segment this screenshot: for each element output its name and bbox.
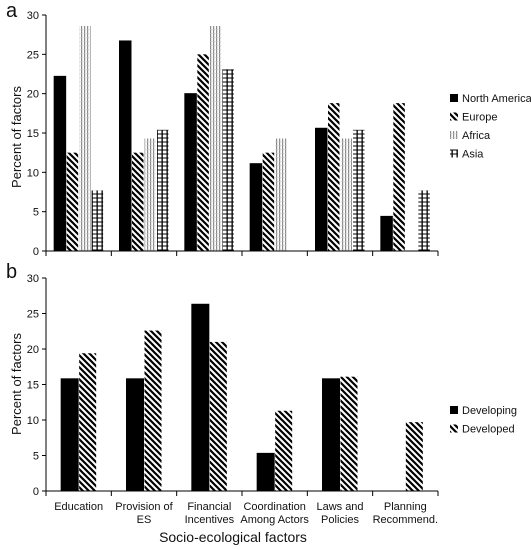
legend-swatch [450,149,458,158]
legend-label: Europe [462,112,497,124]
legend-b: Developing Developed [450,405,517,436]
panel-label-b: b [6,261,17,283]
y-tick-label: 0 [33,246,39,258]
bar-north-america [53,75,67,252]
y-tick-label: 5 [33,207,39,219]
legend-label: Africa [462,130,491,142]
legend-swatch [450,424,458,433]
chart-panel-a: a Percent of factors 0 5 10 15 20 25 30 North … [6,0,531,258]
bar-developed [275,410,293,491]
legend-label: North America [462,93,531,105]
y-tick-label: 5 [33,451,39,463]
bar-europe [262,152,275,251]
y-tick-label: 10 [27,167,39,179]
category-label: Planning Recommend. [373,501,438,526]
legend-swatch [450,406,458,414]
legend-swatch [450,94,458,102]
y-axis-label-b: Percent of factors [9,333,24,435]
chart-panel-b: b Percent of factors 0 5 10 15 20 25 30 Educat… [6,261,517,526]
legend-label: Asia [462,149,484,161]
y-tick-label: 25 [27,49,39,61]
bar-africa [144,138,156,251]
axes-a [45,15,439,256]
y-tick-label: 30 [27,10,39,22]
bar-africa [340,138,352,251]
bar-north-america [249,163,263,252]
bars-b [60,303,423,492]
y-tick-label: 15 [27,380,39,392]
legend-a: North America Europe Africa Asia [450,93,531,161]
legend-label: Developed [462,424,515,436]
legend-swatch [450,112,458,121]
bar-north-america [184,93,197,252]
bar-europe [132,152,144,251]
bar-developing [126,378,144,492]
bar-north-america [380,215,393,252]
bar-africa [209,26,222,252]
category-label: Laws and Policies [316,501,363,526]
bar-europe [393,103,405,251]
y-tick-label: 20 [27,89,39,101]
bar-developed [209,341,227,491]
bar-developed [144,330,162,491]
bar-asia [91,190,104,251]
axes-b [45,278,439,496]
bar-asia [418,190,430,251]
bar-north-america [315,127,328,252]
y-axis-label-a: Percent of factors [9,86,24,188]
y-tick-label: 15 [27,128,39,140]
category-label: Coordination Among Actors [240,501,309,526]
y-tick-label: 0 [33,486,39,498]
bar-developing [191,303,210,492]
bar-asia [157,129,169,251]
bar-developing [322,378,340,492]
bar-europe [197,54,209,251]
category-label: Provision of ES [115,501,173,526]
legend-label: Developing [462,405,517,417]
bar-asia [222,69,234,251]
y-tick-label: 20 [27,344,39,356]
category-label: Education [54,501,103,513]
y-ticks-b: 0 5 10 15 20 25 30 [27,273,46,498]
bar-developing [256,452,275,492]
panel-label-a: a [6,0,18,22]
bar-africa [79,26,91,252]
bar-asia [353,129,365,251]
bar-europe [66,152,79,251]
category-label: Financial Incentives [185,501,235,526]
y-tick-label: 30 [27,273,39,285]
bar-africa [275,138,287,251]
category-labels: Education Provision of ES Financial Incentiv… [54,501,438,526]
bar-developed [340,376,358,491]
bar-north-america [119,40,132,252]
bar-developed [405,422,423,491]
y-ticks-a: 0 5 10 15 20 25 30 [27,10,46,258]
bar-developed [79,353,97,491]
bar-europe [328,103,340,251]
bars-a [53,26,430,252]
x-axis-title: Socio-ecological factors [159,529,307,545]
legend-swatch [450,131,458,139]
y-tick-label: 25 [27,309,39,321]
bar-developing [60,378,79,492]
y-tick-label: 10 [27,415,39,427]
